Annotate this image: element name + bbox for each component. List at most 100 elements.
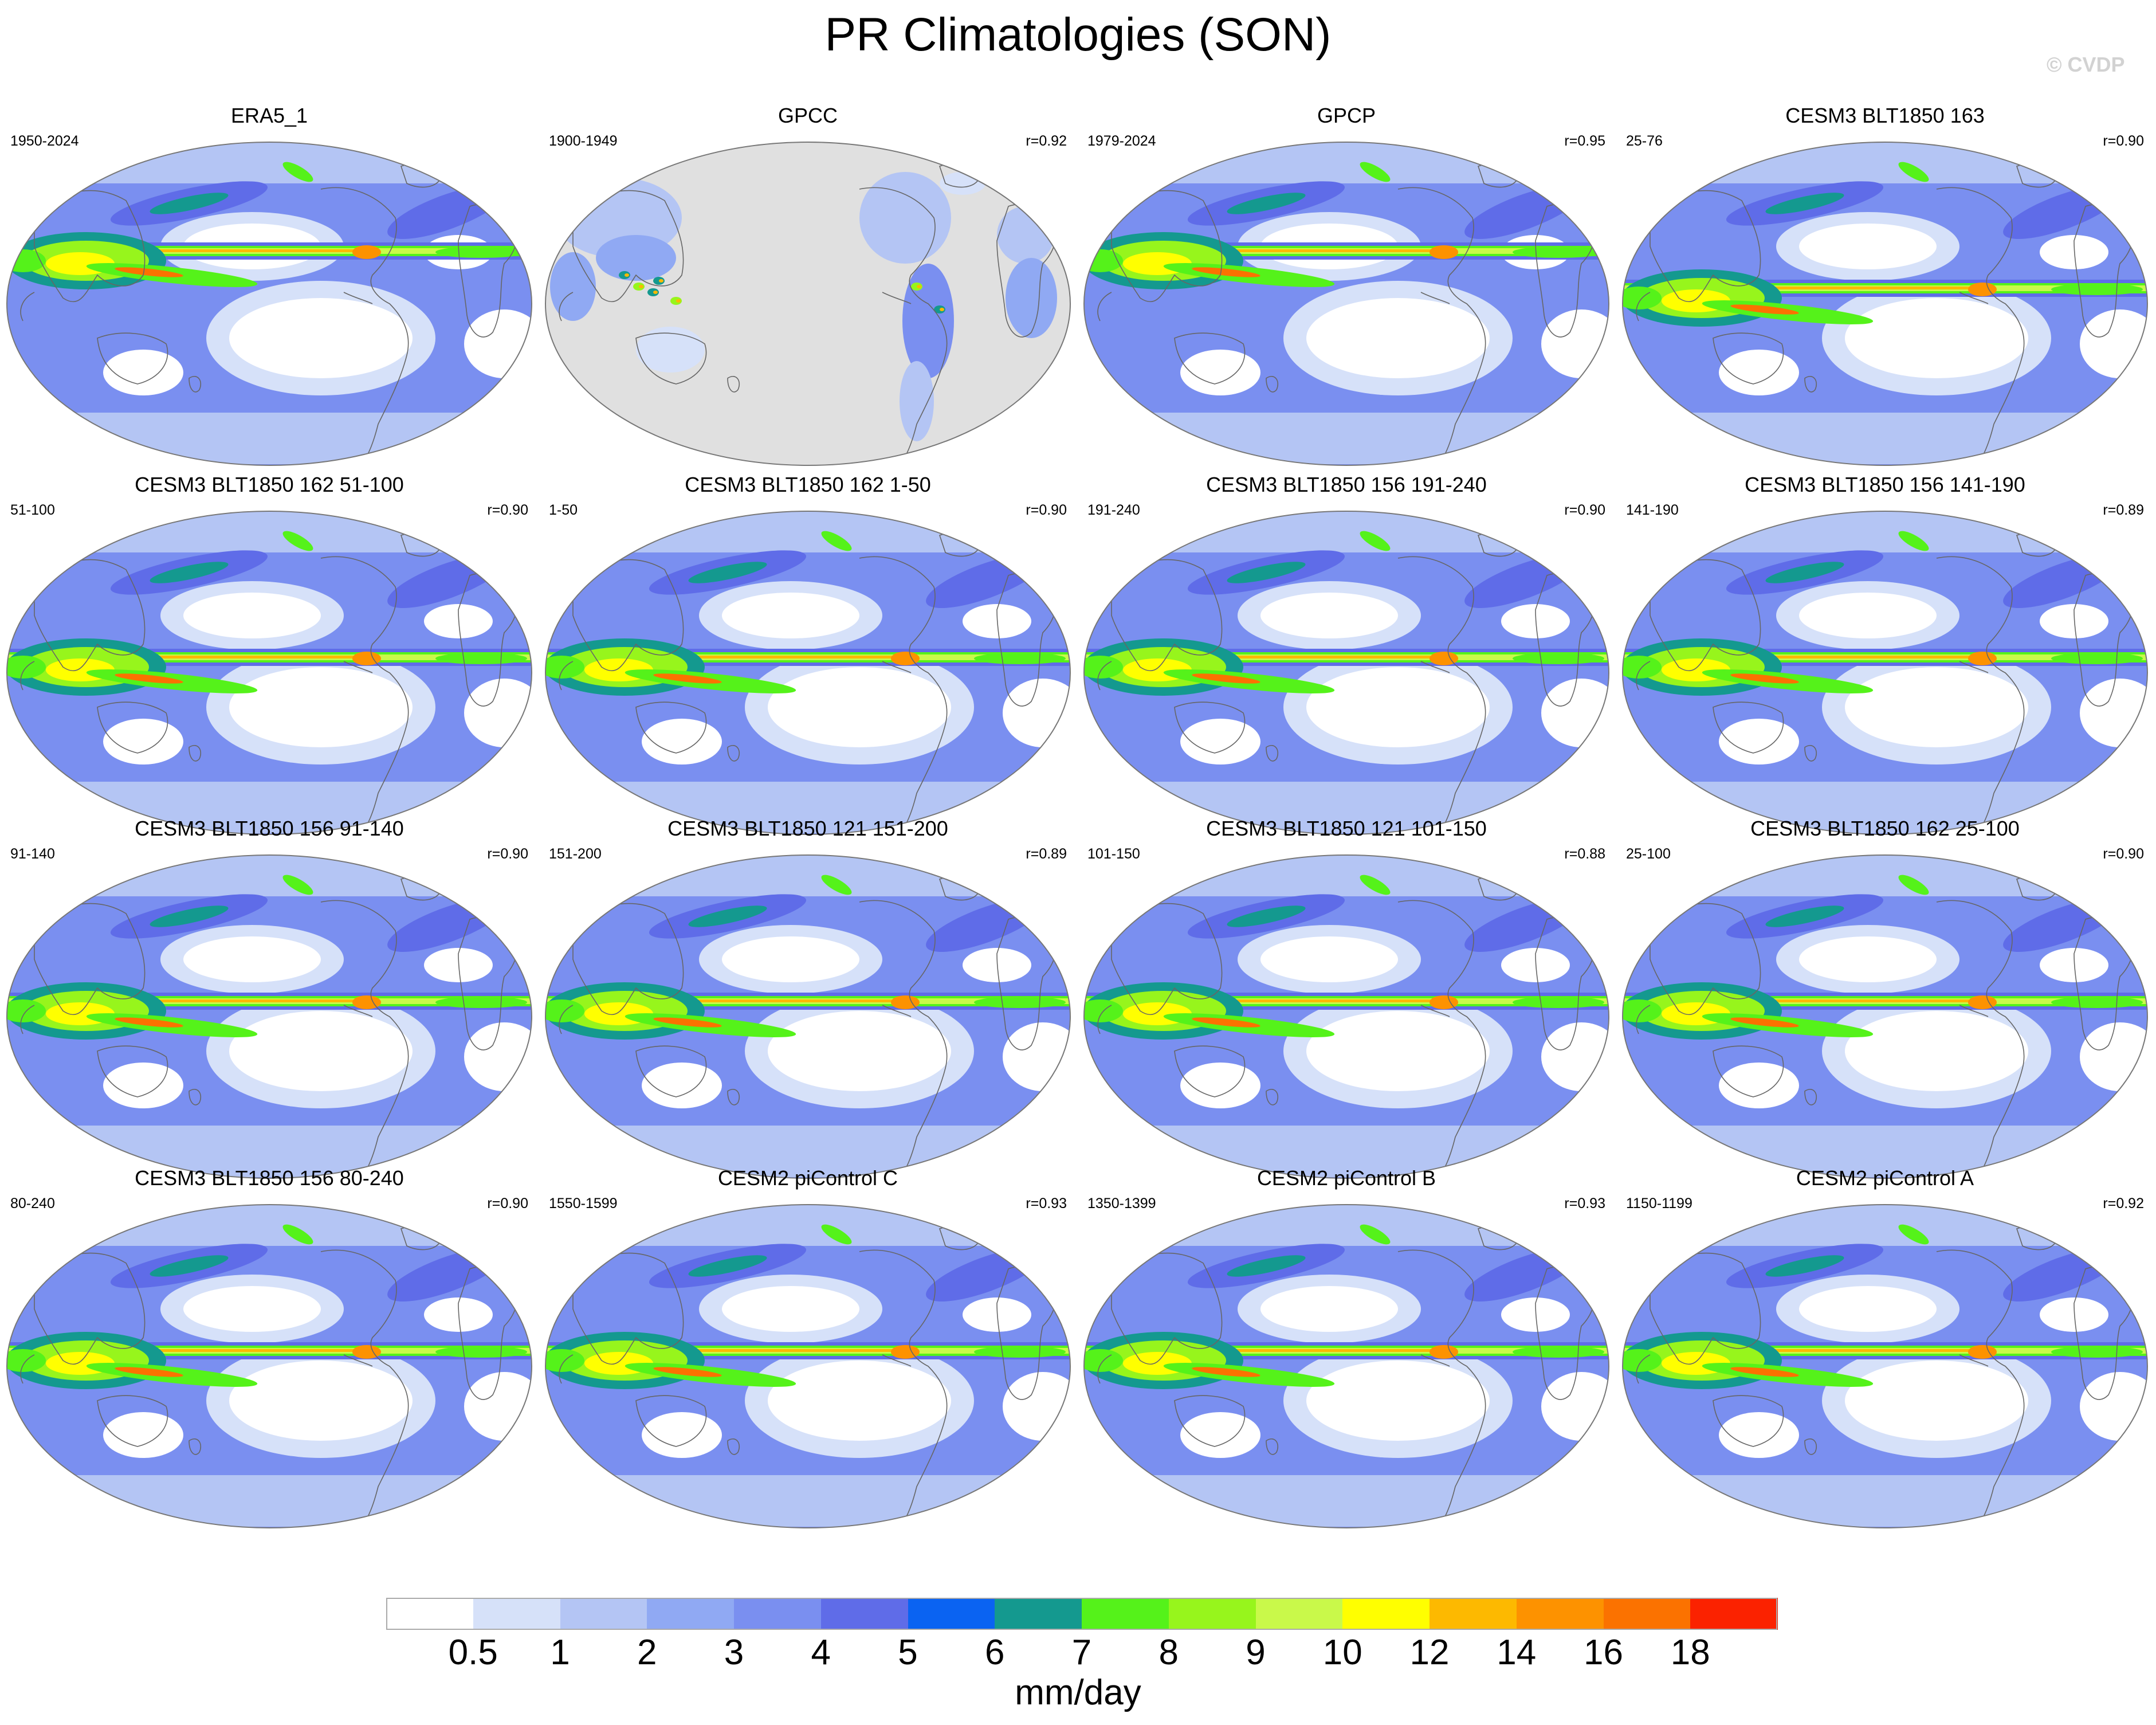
panel-years: 1979-2024: [1087, 133, 1156, 149]
map-panel: CESM3 BLT1850 156 191-240 191-240 r=0.90: [1077, 472, 1616, 839]
precip-map: [545, 1204, 1071, 1528]
map-panel: CESM3 BLT1850 162 51-100 51-100 r=0.90: [0, 472, 539, 839]
panel-correlation: r=0.89: [1026, 846, 1067, 862]
panel-title: CESM2 piControl A: [1796, 1166, 1974, 1190]
panel-correlation: r=0.90: [2103, 133, 2144, 149]
panel-correlation: r=0.90: [1564, 502, 1605, 518]
panel-years: 51-100: [10, 502, 55, 518]
panel-years: 1900-1949: [549, 133, 618, 149]
panel-years: 1950-2024: [10, 133, 79, 149]
colorbar-tick-label: 12: [1409, 1633, 1450, 1672]
panel-correlation: r=0.92: [2103, 1195, 2144, 1212]
colorbar: [386, 1598, 1778, 1630]
colorbar-tick-label: 4: [811, 1633, 831, 1672]
colorbar-tick-label: 1: [550, 1633, 570, 1672]
panel-correlation: r=0.88: [1564, 846, 1605, 862]
colorbar-box: [473, 1598, 560, 1630]
colorbar-box: [995, 1598, 1082, 1630]
panel-title: CESM3 BLT1850 121 101-150: [1206, 817, 1487, 840]
panel-title: CESM2 piControl C: [717, 1166, 898, 1190]
colorbar-tick-label: 7: [1071, 1633, 1092, 1672]
colorbar-tick-label: 0.5: [448, 1633, 498, 1672]
map-panel: CESM3 BLT1850 162 1-50 1-50 r=0.90: [539, 472, 1077, 839]
colorbar-box: [1168, 1598, 1256, 1630]
panel-years: 1550-1599: [549, 1195, 618, 1212]
colorbar-box: [734, 1598, 822, 1630]
panel-correlation: r=0.90: [487, 502, 528, 518]
panel-title: CESM3 BLT1850 162 51-100: [135, 473, 404, 496]
map-panel: CESM2 piControl C 1550-1599 r=0.93: [539, 1166, 1077, 1532]
cvdp-watermark: © CVDP: [2047, 53, 2125, 76]
panel-years: 80-240: [10, 1195, 55, 1212]
panel-title: GPCP: [1317, 104, 1376, 127]
panel-grid: ERA5_1 1950-2024 GPCC 1900-1949 r=0.92 GPCP 19…: [0, 103, 2154, 1532]
panel-correlation: r=0.93: [1026, 1195, 1067, 1212]
panel-correlation: r=0.89: [2103, 502, 2144, 518]
map-panel: CESM3 BLT1850 162 25-100 25-100 r=0.90: [1616, 816, 2154, 1183]
precip-map: [545, 854, 1071, 1179]
colorbar-tick-label: 2: [637, 1633, 657, 1672]
precip-map: [6, 1204, 532, 1528]
colorbar-box: [908, 1598, 995, 1630]
precip-map: [545, 142, 1071, 466]
precip-map: [6, 142, 532, 466]
precip-map: [1622, 142, 2148, 466]
map-panel: CESM2 piControl B 1350-1399 r=0.93: [1077, 1166, 1616, 1532]
panel-title: CESM3 BLT1850 156 141-190: [1745, 473, 2025, 496]
panel-correlation: r=0.95: [1564, 133, 1605, 149]
panel-title: CESM3 BLT1850 121 151-200: [667, 817, 948, 840]
precip-map: [6, 511, 532, 835]
panel-title: GPCC: [777, 104, 838, 127]
colorbar-frame: [386, 1598, 1777, 1630]
colorbar-tick-label: 5: [898, 1633, 918, 1672]
colorbar-tick-label: 8: [1158, 1633, 1179, 1672]
precip-map: [6, 854, 532, 1179]
colorbar-tick-label: 3: [724, 1633, 744, 1672]
map-panel: CESM3 BLT1850 121 151-200 151-200 r=0.89: [539, 816, 1077, 1183]
panel-title: ERA5_1: [230, 104, 308, 127]
map-panel: CESM3 BLT1850 156 141-190 141-190 r=0.89: [1616, 472, 2154, 839]
figure-title: PR Climatologies (SON): [824, 9, 1332, 61]
panel-title: CESM3 BLT1850 156 80-240: [135, 1166, 404, 1190]
colorbar-tick-label: 6: [985, 1633, 1005, 1672]
colorbar-tick-label: 16: [1584, 1633, 1623, 1672]
map-panel: CESM2 piControl A 1150-1199 r=0.92: [1616, 1166, 2154, 1532]
panel-years: 191-240: [1087, 502, 1140, 518]
colorbar-box: [560, 1598, 647, 1630]
panel-years: 91-140: [10, 846, 55, 862]
panel-years: 151-200: [549, 846, 602, 862]
panel-years: 1350-1399: [1087, 1195, 1156, 1212]
colorbar-tick-label: 14: [1497, 1633, 1537, 1672]
panel-correlation: r=0.93: [1564, 1195, 1605, 1212]
panel-title: CESM3 BLT1850 162 1-50: [685, 473, 931, 496]
colorbar-box: [386, 1598, 474, 1630]
panel-years: 141-190: [1626, 502, 1679, 518]
precip-map: [1622, 1204, 2148, 1528]
panel-title: CESM3 BLT1850 156 191-240: [1206, 473, 1487, 496]
precip-map: [1083, 854, 1609, 1179]
precip-map: [1083, 511, 1609, 835]
colorbar-tick-label: 10: [1322, 1633, 1362, 1672]
colorbar-box: [647, 1598, 735, 1630]
map-panel: CESM3 BLT1850 156 80-240 80-240 r=0.90: [0, 1166, 539, 1532]
precip-map: [1622, 854, 2148, 1179]
panel-correlation: r=0.90: [2103, 846, 2144, 862]
map-panel: ERA5_1 1950-2024: [0, 103, 539, 470]
panel-years: 25-100: [1626, 846, 1671, 862]
map-panel: CESM3 BLT1850 156 91-140 91-140 r=0.90: [0, 816, 539, 1183]
panel-correlation: r=0.90: [487, 1195, 528, 1212]
map-panel: CESM3 BLT1850 163 25-76 r=0.90: [1616, 103, 2154, 470]
precip-map: [545, 511, 1071, 835]
panel-years: 25-76: [1626, 133, 1663, 149]
panel-years: 1-50: [549, 502, 578, 518]
colorbar-units: mm/day: [1015, 1673, 1141, 1712]
colorbar-tick-label: 9: [1246, 1633, 1266, 1672]
panel-title: CESM3 BLT1850 156 91-140: [135, 817, 404, 840]
map-panel: GPCP 1979-2024 r=0.95: [1077, 103, 1616, 470]
panel-title: CESM3 BLT1850 162 25-100: [1750, 817, 2020, 840]
panel-correlation: r=0.90: [1026, 502, 1067, 518]
panel-title: CESM2 piControl B: [1256, 1166, 1436, 1190]
colorbar-box: [1255, 1598, 1343, 1630]
precip-map: [1622, 511, 2148, 835]
colorbar-box: [1342, 1598, 1430, 1630]
